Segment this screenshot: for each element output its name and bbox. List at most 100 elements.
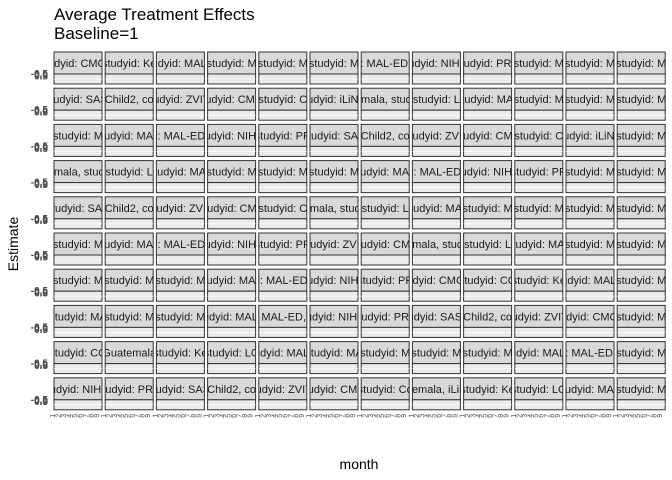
facet-strip-label: studyid: LO (511, 384, 567, 396)
facet-strip-label: studyid: M (616, 384, 666, 396)
facet-strip-label: studyid: M (207, 58, 257, 70)
x-tick-label: 6 (538, 414, 545, 418)
x-tick-label: 6 (590, 414, 597, 418)
facet-strip-label: studyid: C (258, 94, 307, 106)
facet-panel: studyid: CMC-V (398, 268, 476, 302)
facet-panel: studyid: CMC (463, 123, 513, 157)
facet-strip-label: studyid: M (616, 167, 666, 179)
x-tick-label: 9 (504, 414, 511, 418)
facet-strip-label: studyid: ZVITA (145, 94, 217, 106)
facet-panel: studyid: M (104, 268, 154, 302)
facet-strip-label: studyid: CMC- (299, 384, 369, 396)
facet-strip-label: studyid: ZVIT (404, 130, 469, 142)
facet-strip-label: studyid: M (616, 239, 666, 251)
x-tick-label: 8 (293, 414, 300, 418)
facet-strip-label: Guatemala, studyid: K (280, 203, 389, 215)
x-tick-label: 9 (452, 414, 459, 418)
x-tick-label: 9 (401, 414, 408, 418)
facet-strip-label: studyid: CMC- (197, 94, 267, 106)
facet-strip-label: Guatemala (102, 348, 157, 360)
y-tick-label: 0.0 (34, 106, 48, 117)
x-tick-label: 5 (379, 414, 386, 418)
x-tick-label: 7 (441, 414, 448, 418)
x-tick-label: 9 (606, 414, 613, 418)
x-tick-label: 9 (657, 414, 664, 418)
facet-panel: studyid: M (616, 87, 666, 121)
facet-strip-label: studyid: NIH-B (196, 239, 267, 251)
facet-panel: studyid: M (565, 196, 615, 230)
facet-panel: studyid: Ke (514, 268, 564, 302)
facet-strip-label: studyid: M (565, 58, 615, 70)
x-tick-label: 3 (522, 414, 529, 418)
x-tick-label: 8 (652, 414, 659, 418)
x-tick-label: 4 (425, 414, 432, 418)
facet-panel: studyid: PR (511, 160, 567, 194)
facet-panel: studyid: Ke (104, 51, 154, 85)
facet-panel: studyid: M (360, 341, 410, 375)
x-tick-label: 9 (350, 414, 357, 418)
facet-strip-label: studyid: L (362, 203, 409, 215)
facet-strip-label: studyid: PR (511, 167, 567, 179)
facet-panel: studyid: L (104, 160, 154, 194)
x-tick-label: 2 (107, 414, 114, 418)
x-tick-label: 3 (317, 414, 324, 418)
facet-panel: studyid: ZVITA (514, 304, 564, 338)
y-tick-label: 0.5 (34, 144, 48, 155)
facet-strip-label: studyid: M (258, 167, 308, 179)
facet-strip-label: studyid: MAL- (96, 239, 164, 251)
facet-panel: Guatemala, studyid: K (411, 232, 461, 266)
x-tick-label: 1 (204, 414, 211, 418)
x-tick-label: 8 (345, 414, 352, 418)
x-tick-label: 1 (562, 414, 569, 418)
x-tick-label: 4 (169, 414, 176, 418)
facet-panel: studyid: MAL-ED, countr (326, 51, 446, 85)
facet-strip-label: studyid: CMC-V (398, 275, 476, 287)
y-tick-label: 0.0 (34, 70, 48, 81)
facet-strip-label: studyid: CO (49, 348, 107, 360)
x-tick-label: 2 (363, 414, 370, 418)
x-tick-label: 4 (476, 414, 483, 418)
x-tick-label: 3 (61, 414, 68, 418)
x-tick-label: 8 (601, 414, 608, 418)
x-tick-label: 3 (266, 414, 273, 418)
facet-panel: studyid: CO (49, 341, 107, 375)
x-tick-label: 9 (94, 414, 101, 418)
x-tick-label: 5 (328, 414, 335, 418)
facet-strip-label: studyid: M (616, 275, 666, 287)
x-tick-label: 8 (498, 414, 505, 418)
x-tick-label: 2 (465, 414, 472, 418)
facet-panel: studyid: C (514, 123, 564, 157)
x-tick-label: 3 (112, 414, 119, 418)
facet-strip-label: studyid: MAL (507, 239, 571, 251)
x-tick-label: 8 (396, 414, 403, 418)
x-tick-label: 8 (89, 414, 96, 418)
x-tick-label: 9 (196, 414, 203, 418)
x-tick-label: 7 (339, 414, 346, 418)
facet-strip-label: studyid: M (411, 348, 461, 360)
x-tick-label: 1 (511, 414, 518, 418)
facet-strip-label: studyid: C (514, 130, 563, 142)
x-tick-label: 3 (163, 414, 170, 418)
x-tick-label: 1 (306, 414, 313, 418)
facet-panel: studyid: Ke (463, 377, 513, 411)
facet-strip-label: studyid: M (514, 203, 564, 215)
x-tick-label: 2 (56, 414, 63, 418)
facet-panel: studyid: M (565, 232, 615, 266)
x-tick-label: 5 (635, 414, 642, 418)
facet-strip-label: studyid: MAL-ED, countr (326, 58, 446, 70)
facet-strip-label: studyid: SAS-C (399, 311, 474, 323)
facet-panel: studyid: ZVITA (258, 377, 308, 411)
x-tick-label: 6 (385, 414, 392, 418)
facet-panel: Guatemala, studyid: K (360, 87, 410, 121)
y-tick-label: 0.5 (34, 216, 48, 227)
y-tick-label: 0.0 (34, 179, 48, 190)
facet-strip-label: studyid: MAL-E (194, 311, 269, 323)
x-tick-label: 8 (191, 414, 198, 418)
facet-strip-label: studyid: SAS (303, 130, 366, 142)
x-tick-label: 7 (544, 414, 551, 418)
facet-panel: Child2, co (463, 304, 513, 338)
facet-strip-label: studyid: NIH-Bi (400, 58, 473, 70)
x-tick-label: 6 (334, 414, 341, 418)
x-tick-label: 4 (323, 414, 330, 418)
y-tick-label: 0.5 (34, 361, 48, 372)
